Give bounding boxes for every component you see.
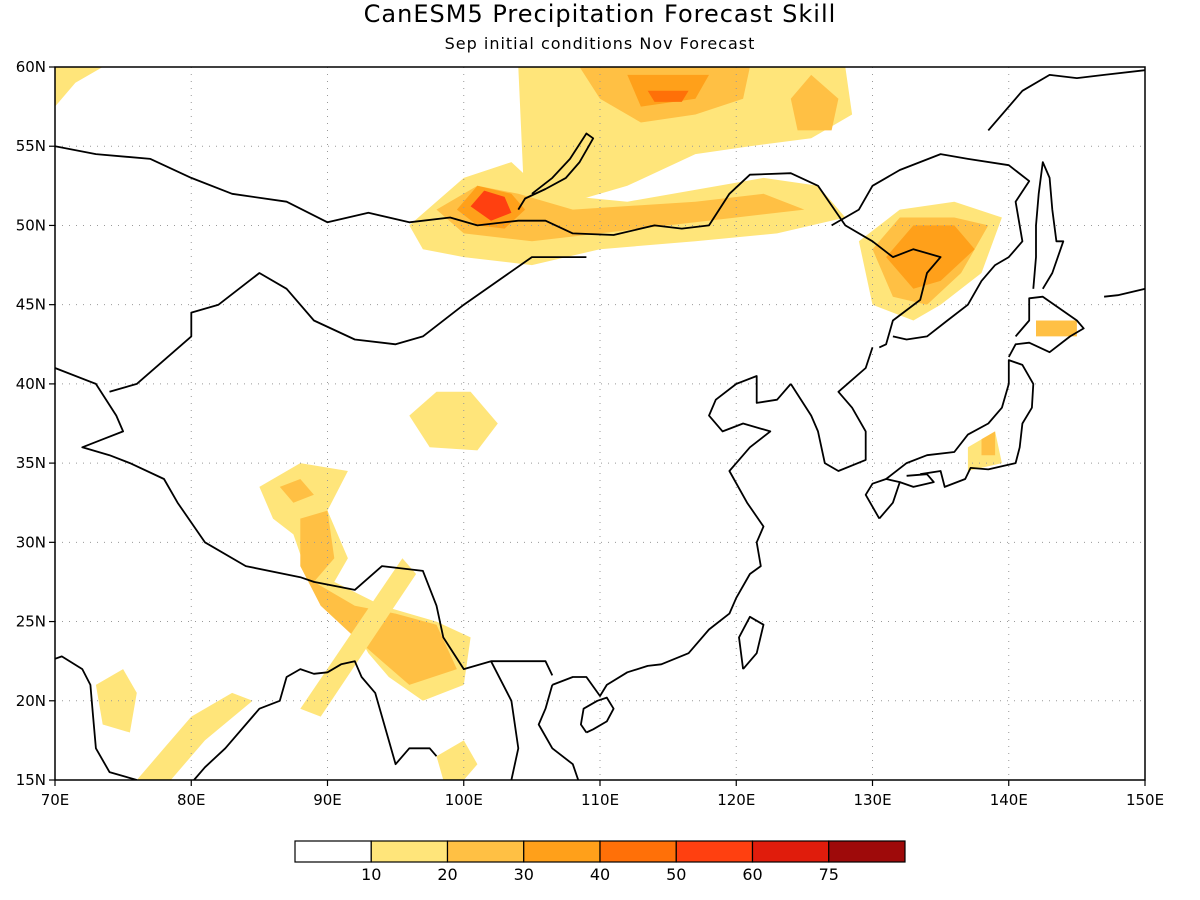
lat-tick-label-8: 55N xyxy=(16,137,46,155)
coastline-14 xyxy=(885,359,1035,488)
skill-region-18 xyxy=(279,479,314,503)
colorbar-label-6: 75 xyxy=(819,865,839,884)
colorbar-label-4: 50 xyxy=(666,865,686,884)
colorbar-label-0: 10 xyxy=(361,865,381,884)
colorbar-label-2: 30 xyxy=(514,865,534,884)
longitude-axis: 70E 80E 90E 100E 110E 120E 130E 140E 150E xyxy=(41,780,1164,809)
colorbar-swatch-5 xyxy=(675,840,754,863)
lat-tick-label-4: 35N xyxy=(16,454,46,472)
lat-tick-label-1: 20N xyxy=(16,692,46,710)
skill-region-14 xyxy=(409,391,498,451)
coastline-0 xyxy=(55,145,942,349)
coastline-9 xyxy=(490,660,520,780)
colorbar-label-5: 60 xyxy=(742,865,762,884)
map-subtitle: Sep initial conditions Nov Forecast xyxy=(444,34,756,53)
colorbar-swatch-3 xyxy=(523,840,601,863)
colorbar-swatch-2 xyxy=(446,840,525,863)
lat-tick-label-0: 15N xyxy=(16,771,46,789)
lon-tick-label-3: 100E xyxy=(445,791,483,809)
skill-region-12 xyxy=(886,225,975,289)
coastline-20 xyxy=(517,132,595,211)
coastline-3 xyxy=(551,375,792,697)
skill-region-5 xyxy=(647,90,689,102)
skill-region-21 xyxy=(136,692,253,780)
skill-region-22 xyxy=(436,740,478,780)
colorbar-swatch-0 xyxy=(294,840,372,863)
coastline-6 xyxy=(193,660,438,780)
colorbar: 10 20 30 40 50 60 75 xyxy=(294,840,906,884)
map-title: CanESM5 Precipitation Forecast Skill xyxy=(363,0,837,28)
colorbar-label-3: 40 xyxy=(590,865,610,884)
lat-tick-label-2: 25N xyxy=(16,613,46,631)
skill-region-7 xyxy=(436,185,805,242)
skill-region-3 xyxy=(790,74,839,131)
skill-region-1 xyxy=(518,67,853,218)
coastline-17 xyxy=(831,153,1031,341)
coastline-10 xyxy=(580,696,615,734)
colorbar-swatch-4 xyxy=(599,840,677,863)
skill-region-16 xyxy=(981,431,996,456)
colorbar-label-1: 20 xyxy=(437,865,457,884)
lon-tick-label-1: 80E xyxy=(177,791,206,809)
lat-tick-label-9: 60N xyxy=(16,58,46,76)
lat-tick-label-7: 50N xyxy=(16,216,46,234)
colorbar-swatch-7 xyxy=(828,840,906,863)
skill-region-23 xyxy=(300,558,417,717)
coastline-16 xyxy=(1032,161,1065,290)
skill-region-13 xyxy=(1036,320,1077,337)
lon-tick-label-0: 70E xyxy=(41,791,70,809)
lat-tick-label-6: 45N xyxy=(16,296,46,314)
lon-tick-label-8: 150E xyxy=(1126,791,1164,809)
coastline-18 xyxy=(987,69,1145,131)
lat-tick-label-3: 30N xyxy=(16,533,46,551)
lon-tick-label-2: 90E xyxy=(313,791,342,809)
coastline-7 xyxy=(55,655,138,780)
skill-region-9 xyxy=(470,190,512,221)
coastline-11 xyxy=(738,615,765,670)
lon-tick-label-7: 140E xyxy=(990,791,1028,809)
skill-region-19 xyxy=(300,510,457,685)
coastline-5 xyxy=(537,684,580,780)
lat-tick-label-5: 40N xyxy=(16,375,46,393)
coastline-1 xyxy=(55,367,554,676)
skill-region-0 xyxy=(55,67,103,107)
skill-regions xyxy=(55,67,1077,780)
lon-tick-label-4: 110E xyxy=(581,791,619,809)
coastline-19 xyxy=(1104,287,1145,298)
coastline-2 xyxy=(109,256,587,393)
lon-tick-label-6: 130E xyxy=(853,791,891,809)
latitude-axis: 15N 20N 25N 30N 35N 40N 45N 50N 55N 60N xyxy=(16,58,55,789)
skill-region-4 xyxy=(627,74,709,107)
coastline-13 xyxy=(899,473,935,488)
coastline-4 xyxy=(790,347,874,472)
coastline-15 xyxy=(1008,295,1085,358)
coastlines xyxy=(55,69,1145,780)
colorbar-swatch-1 xyxy=(370,840,449,863)
colorbar-swatch-6 xyxy=(751,840,830,863)
skill-region-20 xyxy=(95,669,137,733)
lon-tick-label-5: 120E xyxy=(717,791,755,809)
